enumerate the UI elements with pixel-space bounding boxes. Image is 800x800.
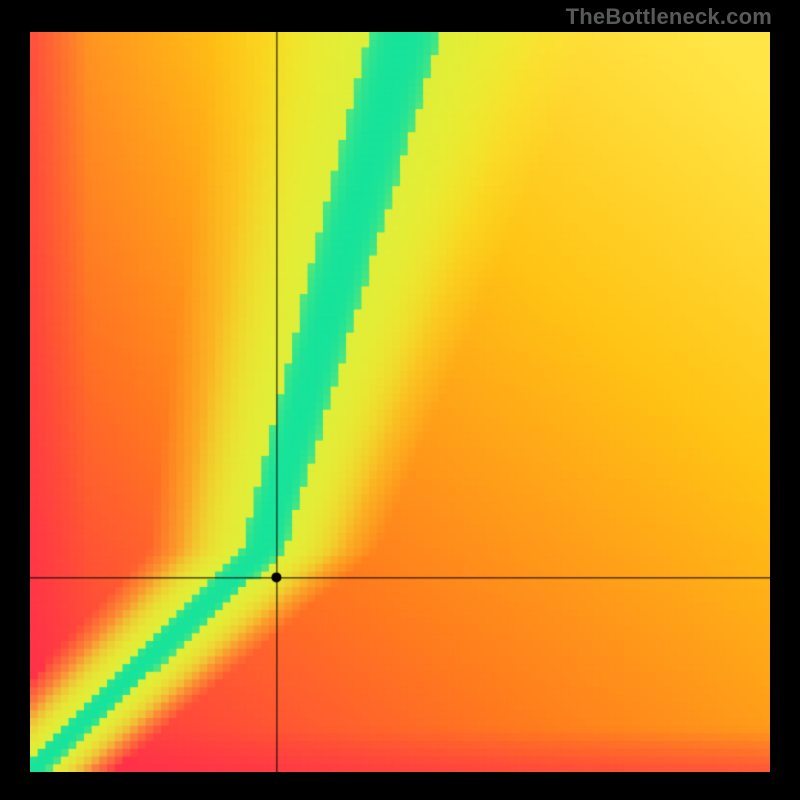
attribution-label: TheBottleneck.com — [566, 4, 772, 30]
heatmap-canvas — [30, 32, 770, 772]
chart-frame: TheBottleneck.com — [0, 0, 800, 800]
